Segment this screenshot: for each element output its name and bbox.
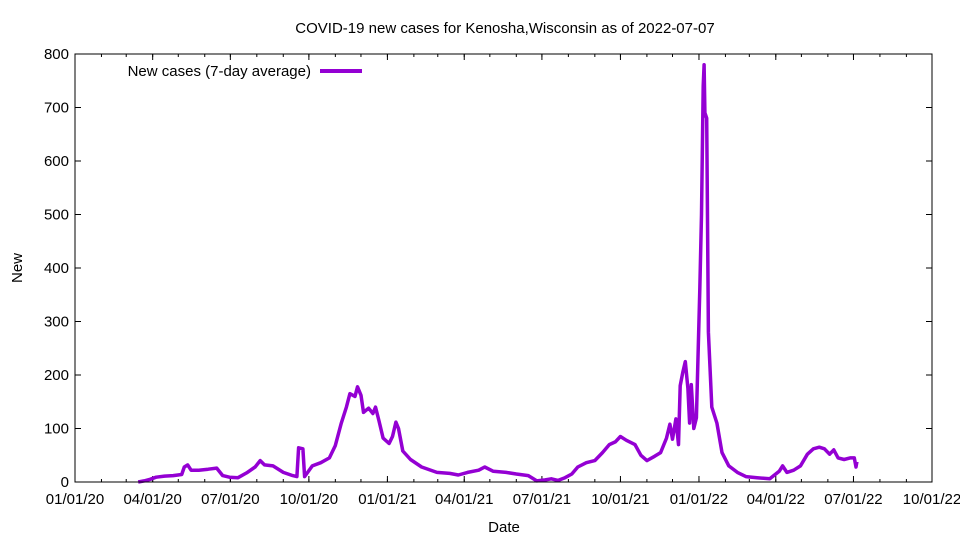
y-tick-label: 800 [44,46,69,63]
x-tick-label: 10/01/20 [280,491,338,508]
y-tick-label: 0 [61,474,69,491]
x-axis-label: Date [488,519,520,536]
y-tick-label: 400 [44,260,69,277]
x-tick-label: 07/01/21 [513,491,571,508]
x-tick-label: 04/01/20 [123,491,181,508]
y-tick-label: 300 [44,314,69,331]
y-tick-label: 100 [44,421,69,438]
x-tick-label: 01/01/21 [358,491,416,508]
tick-layer: 0 100 200 300 400 500 600 700 800 01/01/20 04/01/2… [44,46,960,508]
plot-frame [74,53,933,483]
x-tick-label: 10/01/21 [591,491,649,508]
legend-label: New cases (7-day average) [128,63,311,80]
y-tick-label: 700 [44,100,69,117]
x-tick-label: 01/01/22 [670,491,728,508]
x-tick-label: 04/01/22 [747,491,805,508]
x-tick-label: 10/01/22 [903,491,960,508]
x-tick-label: 01/01/20 [46,491,104,508]
y-tick-label: 500 [44,207,69,224]
series-layer [137,62,859,484]
y-axis-label: New [9,253,26,283]
chart-title: COVID-19 new cases for Kenosha,Wisconsin… [295,20,714,37]
x-tick-label: 07/01/22 [824,491,882,508]
x-tick-label: 07/01/20 [201,491,259,508]
x-tick-label: 04/01/21 [435,491,493,508]
series-line [137,62,859,484]
legend: New cases (7-day average) [128,63,362,80]
y-tick-label: 600 [44,153,69,170]
y-tick-label: 200 [44,367,69,384]
